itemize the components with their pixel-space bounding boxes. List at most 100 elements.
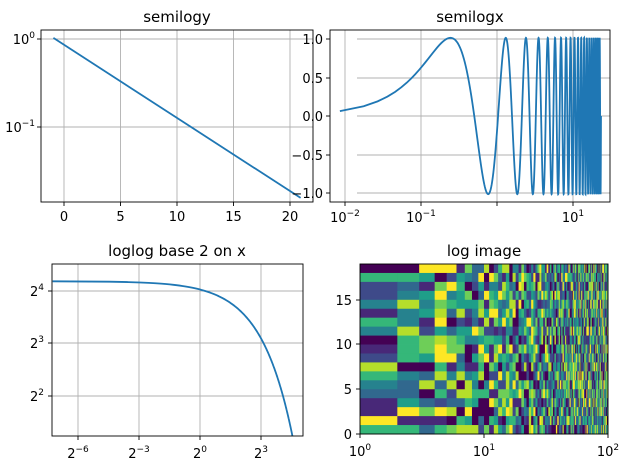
heatmap-cell [548,362,551,372]
heatmap-cell [602,353,604,363]
heatmap-cell [551,335,554,345]
heatmap-cell [493,389,499,399]
heatmap-cell [586,362,588,372]
heatmap-cell [604,264,606,274]
heatmap-cell [602,335,604,345]
heatmap-cell [434,264,448,274]
heatmap-cell [586,389,588,399]
heatmap-cell [565,425,567,435]
heatmap-cell [531,398,534,408]
heatmap-cell [582,335,584,345]
heatmap-cell [539,326,542,336]
heatmap-cell [606,371,608,381]
heatmap-cell [599,299,601,310]
heatmap-cell [589,425,591,435]
heatmap-cell [512,362,517,372]
heatmap-cell [555,371,558,381]
heatmap-cell [605,362,607,372]
heatmap-cell [546,371,549,381]
heatmap-cell [577,317,580,328]
heatmap-cell [604,389,606,399]
heatmap-cell [606,290,608,301]
heatmap-cell [590,290,592,301]
heatmap-cell [493,362,499,372]
heatmap-cell [434,380,448,390]
heatmap-cell [546,308,549,319]
heatmap-cell [592,425,594,435]
heatmap-cell [570,371,573,381]
heatmap-cell [512,272,517,283]
heatmap-cell [583,326,586,336]
heatmap-cell [605,371,607,381]
heatmap-cell [575,353,578,363]
heatmap-cell [537,380,540,390]
heatmap-cell [526,416,530,426]
heatmap-cell [523,299,527,310]
heatmap-cell [533,317,536,328]
heatmap-cell [528,299,532,310]
heatmap-cell [535,299,538,310]
heatmap-cell [605,389,607,399]
heatmap-cell [580,398,582,408]
heatmap-cell [446,416,457,426]
heatmap-cell [568,398,570,408]
heatmap-cell [559,272,562,283]
heatmap-cell [562,344,565,354]
heatmap-cell [464,272,473,283]
y-tick-label: 0 [344,428,352,443]
heatmap-cell [512,353,517,363]
heatmap-cell [595,290,598,301]
heatmap-cell [595,299,597,310]
heatmap-cell [588,290,590,301]
heatmap-cell [567,317,569,328]
heatmap-cell [583,326,585,336]
heatmap-cell [591,264,593,274]
heatmap-cell [585,344,587,354]
heatmap-cell [569,326,572,336]
heatmap-cell [397,299,420,310]
heatmap-cell [541,264,544,274]
heatmap-cell [568,299,570,310]
heatmap-cell [587,407,589,417]
heatmap-cell [581,407,583,417]
heatmap-cell [583,425,585,435]
heatmap-cell [528,281,532,292]
heatmap-cell [599,281,601,292]
heatmap-cell [578,398,580,408]
heatmap-cell [509,353,513,363]
heatmap-cell [597,371,599,381]
heatmap-cell [572,335,575,345]
heatmap-cell [600,272,602,283]
heatmap-cell [526,389,530,399]
heatmap-cell [596,407,598,417]
heatmap-cell [521,326,525,336]
heatmap-cell [566,407,568,417]
heatmap-cell [562,335,565,345]
heatmap-cell [596,281,598,292]
heatmap-cell [478,416,485,426]
heatmap-cell [589,416,591,426]
heatmap-cell [588,290,590,301]
heatmap-cell [573,308,576,319]
heatmap-cell [592,281,594,292]
heatmap-cell [554,380,557,390]
heatmap-cell [419,407,436,417]
heatmap-cell [604,353,606,363]
heatmap-cell [397,317,420,328]
heatmap-cell [605,272,607,283]
heatmap-cell [602,416,604,426]
heatmap-cell [537,272,540,283]
heatmap-cell [498,344,503,354]
heatmap-cell [597,425,599,435]
heatmap-cell [502,317,507,328]
heatmap-cell [589,362,591,372]
heatmap-cell [546,425,549,435]
heatmap-cell [595,290,597,301]
heatmap-cell [561,416,563,426]
heatmap-cell [601,398,603,408]
heatmap-cell [593,389,595,399]
heatmap-cell [502,335,507,345]
heatmap-cell [604,371,606,381]
heatmap-cell [591,407,593,417]
heatmap-cell [590,317,592,328]
